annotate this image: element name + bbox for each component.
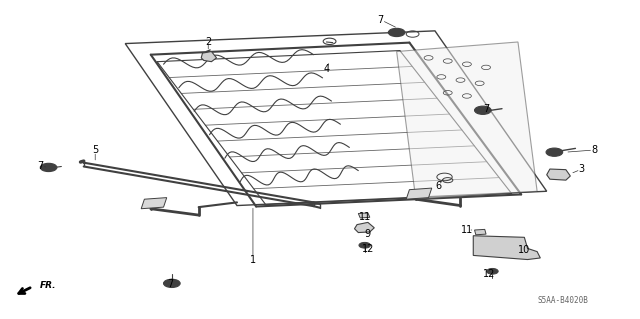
Polygon shape (355, 222, 374, 233)
Circle shape (388, 28, 405, 37)
Text: 12: 12 (483, 270, 495, 279)
Polygon shape (141, 197, 167, 209)
Polygon shape (201, 51, 216, 62)
Text: 6: 6 (435, 182, 441, 191)
Text: 7: 7 (378, 15, 384, 25)
Text: 7: 7 (483, 104, 489, 114)
Text: S5AA-B4020B: S5AA-B4020B (537, 296, 588, 305)
Circle shape (546, 148, 563, 156)
Text: 3: 3 (579, 164, 585, 174)
Polygon shape (473, 236, 540, 260)
Circle shape (474, 106, 491, 115)
Text: 1: 1 (250, 255, 256, 264)
Text: 11: 11 (358, 212, 371, 222)
Polygon shape (397, 42, 537, 199)
Polygon shape (547, 169, 570, 180)
Circle shape (486, 269, 498, 274)
Text: 9: 9 (365, 229, 371, 239)
Text: 7: 7 (37, 161, 44, 171)
Text: 8: 8 (591, 145, 598, 155)
Text: 10: 10 (518, 245, 531, 255)
Text: 5: 5 (92, 145, 99, 155)
Text: 11: 11 (461, 225, 473, 235)
Text: FR.: FR. (40, 281, 56, 290)
Polygon shape (406, 188, 432, 199)
Text: 4: 4 (323, 64, 330, 74)
Polygon shape (474, 229, 486, 235)
Circle shape (40, 163, 57, 172)
Text: 7: 7 (167, 279, 173, 289)
Polygon shape (358, 213, 370, 218)
Circle shape (359, 242, 371, 248)
Text: 12: 12 (362, 244, 374, 254)
Text: 2: 2 (205, 37, 211, 47)
Circle shape (164, 279, 180, 287)
